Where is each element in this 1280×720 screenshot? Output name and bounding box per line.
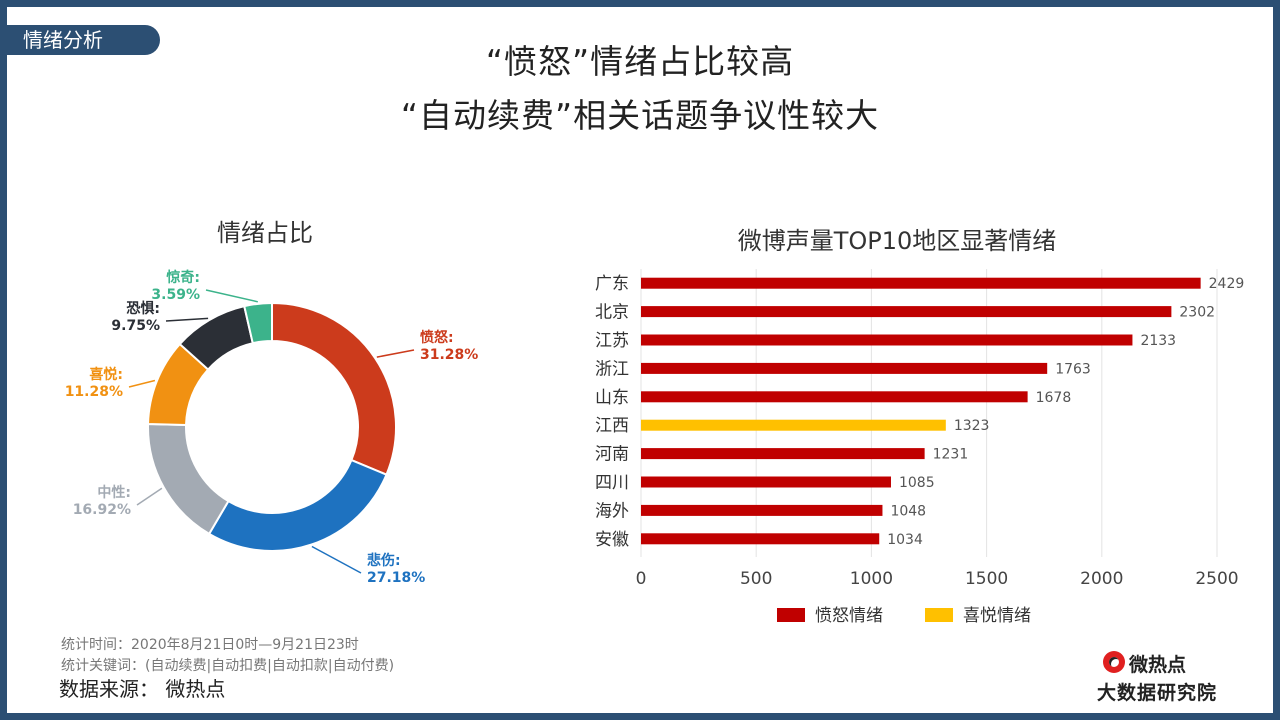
category-label: 海外 xyxy=(595,501,629,521)
weiredian-logo: 微热点 大数据研究院 xyxy=(1095,647,1245,707)
legend-label: 愤怒情绪 xyxy=(815,606,883,626)
pie-leader-line xyxy=(165,317,209,322)
bar-value-label: 2429 xyxy=(1209,276,1245,292)
pie-slice xyxy=(271,301,397,476)
keywords-note: 统计关键词：(自动续费|自动扣费|自动扣款|自动付费) xyxy=(61,658,395,674)
pie-slice-label: 喜悦: xyxy=(89,366,123,383)
bar xyxy=(641,476,891,488)
bar-value-label: 1678 xyxy=(1036,390,1072,406)
x-tick-label: 1500 xyxy=(965,569,1008,589)
pie-slice xyxy=(243,301,273,345)
pie-slice-label: 悲伤: xyxy=(367,552,401,569)
pie-leader-line xyxy=(311,545,362,574)
pie-slice-label: 中性: xyxy=(97,484,131,501)
legend-swatch xyxy=(777,608,805,622)
pie-slice-percent: 31.28% xyxy=(420,347,478,363)
pie-slice xyxy=(207,458,388,552)
x-tick-label: 1000 xyxy=(850,569,893,589)
bar xyxy=(641,277,1201,289)
bar-value-label: 2302 xyxy=(1179,305,1215,321)
bar xyxy=(641,391,1028,403)
category-label: 浙江 xyxy=(595,359,629,379)
x-tick-label: 2000 xyxy=(1080,569,1123,589)
data-source: 数据来源： 微热点 xyxy=(59,677,226,701)
x-tick-label: 0 xyxy=(636,569,647,589)
pie-leader-line xyxy=(136,487,163,506)
x-tick-label: 2500 xyxy=(1195,569,1238,589)
eye-icon xyxy=(1103,651,1125,673)
bar-value-label: 1034 xyxy=(887,532,923,548)
pie-slice-percent: 27.18% xyxy=(367,570,425,586)
headline-line-1: “愤怒”情绪占比较高 xyxy=(485,42,795,81)
pie-slice-percent: 16.92% xyxy=(73,502,131,518)
pie-slice-label: 愤怒: xyxy=(420,329,454,346)
category-label: 江西 xyxy=(595,416,629,436)
logo-name: 微热点 xyxy=(1129,654,1187,676)
headline-line-2: “自动续费”相关话题争议性较大 xyxy=(400,96,880,135)
emotion-pie-chart: 愤怒:31.28% 悲伤:27.18% 中性:16.92% 喜悦:11.28% 恐惧:9… xyxy=(65,269,479,586)
pie-slice-label: 恐惧: xyxy=(126,301,160,317)
category-label: 江苏 xyxy=(595,331,629,351)
pie-slice-label: 惊奇: xyxy=(165,269,200,286)
pie-slice-percent: 3.59% xyxy=(151,287,200,303)
bar-value-label: 2133 xyxy=(1140,333,1176,349)
bar xyxy=(641,448,925,460)
stat-time-note: 统计时间：2020年8月21日0时—9月21日23时 xyxy=(61,637,359,653)
pie-chart-title: 情绪占比 xyxy=(217,219,313,247)
bar xyxy=(641,504,883,516)
bar xyxy=(641,334,1133,346)
category-label: 河南 xyxy=(595,445,629,465)
section-tag: 情绪分析 xyxy=(7,25,160,55)
legend-swatch xyxy=(925,608,953,622)
bar-value-label: 1048 xyxy=(890,503,926,519)
legend-label: 喜悦情绪 xyxy=(963,606,1031,626)
category-label: 安徽 xyxy=(595,530,629,550)
pie-leader-line xyxy=(128,379,156,388)
bar-value-label: 1763 xyxy=(1055,361,1091,377)
bar xyxy=(641,419,946,431)
slide: 情绪分析 “愤怒”情绪占比较高 “自动续费”相关话题争议性较大 情绪占比 愤怒:… xyxy=(7,7,1273,713)
x-tick-label: 500 xyxy=(740,569,772,589)
category-label: 山东 xyxy=(595,388,629,408)
category-label: 广东 xyxy=(595,274,629,294)
bar xyxy=(641,533,880,545)
pie-leader-line xyxy=(205,289,258,303)
category-label: 四川 xyxy=(595,473,629,493)
pie-leader-line xyxy=(376,349,415,358)
bar-value-label: 1323 xyxy=(954,418,990,434)
bar-chart-title: 微博声量TOP10地区显著情绪 xyxy=(737,227,1057,255)
bar-value-label: 1085 xyxy=(899,475,935,491)
bar xyxy=(641,306,1172,318)
region-bar-chart: 0 500 1000 1500 2000 2500 广东 2429 北京 2302 江苏 2133 浙江… xyxy=(595,269,1245,626)
bar xyxy=(641,362,1048,374)
bar-value-label: 1231 xyxy=(933,447,969,463)
logo-subtitle: 大数据研究院 xyxy=(1097,682,1218,704)
pie-slice xyxy=(147,423,230,536)
pie-slice-percent: 9.75% xyxy=(111,318,160,334)
pie-slice-percent: 11.28% xyxy=(65,384,123,400)
category-label: 北京 xyxy=(595,303,629,323)
